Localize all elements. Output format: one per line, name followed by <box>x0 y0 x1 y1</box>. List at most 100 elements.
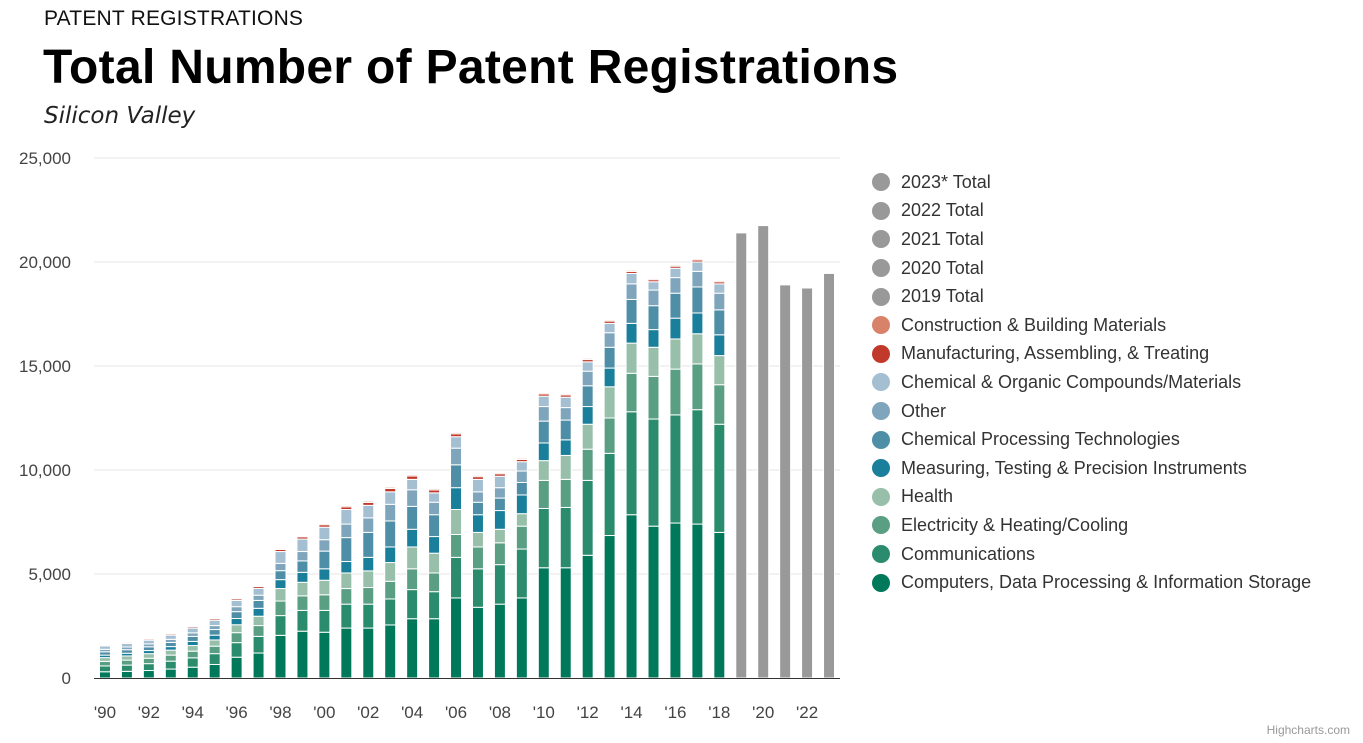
bar-segment[interactable] <box>603 452 616 537</box>
bar-segment[interactable] <box>142 657 155 665</box>
bar-segment[interactable] <box>823 272 836 679</box>
bar-segment[interactable] <box>779 284 792 679</box>
bar-segment[interactable] <box>515 481 528 496</box>
bar-segment[interactable] <box>384 562 397 582</box>
bar-segment[interactable] <box>428 492 441 503</box>
bar-segment[interactable] <box>230 599 243 608</box>
bar-segment[interactable] <box>493 510 506 530</box>
bar-segment[interactable] <box>428 488 441 491</box>
bar-segment[interactable] <box>691 258 704 261</box>
bar-segment[interactable] <box>537 479 550 509</box>
bar-segment[interactable] <box>164 660 177 670</box>
bar-segment[interactable] <box>252 594 265 601</box>
bar-segment[interactable] <box>208 663 221 679</box>
bar-segment[interactable] <box>537 567 550 679</box>
bar-segment[interactable] <box>669 338 682 370</box>
bar-segment[interactable] <box>471 501 484 516</box>
bar-segment[interactable] <box>208 617 221 620</box>
bar-segment[interactable] <box>471 491 484 503</box>
bar-segment[interactable] <box>537 420 550 444</box>
bar-segment[interactable] <box>186 632 199 637</box>
bar-segment[interactable] <box>450 464 463 489</box>
bar-segment[interactable] <box>164 646 177 651</box>
bar-segment[interactable] <box>559 567 572 679</box>
bar-segment[interactable] <box>713 280 726 283</box>
bar-segment[interactable] <box>559 396 572 409</box>
bar-segment[interactable] <box>362 500 375 503</box>
bar-segment[interactable] <box>450 487 463 511</box>
bar-segment[interactable] <box>603 417 616 454</box>
bar-segment[interactable] <box>230 656 243 679</box>
bar-segment[interactable] <box>318 631 331 679</box>
bar-segment[interactable] <box>120 649 133 654</box>
bar-segment[interactable] <box>230 632 243 644</box>
bar-segment[interactable] <box>625 269 638 272</box>
bar-segment[interactable] <box>406 546 419 570</box>
bar-segment[interactable] <box>669 414 682 524</box>
bar-segment[interactable] <box>581 448 594 481</box>
bar-segment[interactable] <box>296 535 309 538</box>
bar-segment[interactable] <box>471 606 484 679</box>
bar-segment[interactable] <box>120 655 133 661</box>
bar-segment[interactable] <box>340 509 353 525</box>
bar-segment[interactable] <box>252 599 265 609</box>
bar-segment[interactable] <box>340 523 353 539</box>
bar-segment[interactable] <box>120 664 133 672</box>
bar-segment[interactable] <box>318 523 331 526</box>
bar-segment[interactable] <box>691 333 704 365</box>
bar-segment[interactable] <box>493 528 506 544</box>
bar-segment[interactable] <box>274 588 287 602</box>
bar-segment[interactable] <box>274 562 287 572</box>
bar-segment[interactable] <box>713 423 726 533</box>
legend-item[interactable]: Other <box>872 397 1311 426</box>
bar-segment[interactable] <box>647 346 660 377</box>
bar-segment[interactable] <box>625 514 638 679</box>
bar-segment[interactable] <box>581 361 594 372</box>
bar-segment[interactable] <box>406 618 419 679</box>
legend-item[interactable]: Communications <box>872 540 1311 569</box>
bar-segment[interactable] <box>252 652 265 679</box>
bar-segment[interactable] <box>318 550 331 570</box>
bar-segment[interactable] <box>559 454 572 480</box>
bar-segment[interactable] <box>669 317 682 340</box>
bar-segment[interactable] <box>296 538 309 553</box>
bar-segment[interactable] <box>274 547 287 550</box>
bar-segment[interactable] <box>581 479 594 556</box>
bar-segment[interactable] <box>252 635 265 654</box>
bar-segment[interactable] <box>274 634 287 679</box>
bar-segment[interactable] <box>318 579 331 596</box>
bar-segment[interactable] <box>362 504 375 519</box>
bar-segment[interactable] <box>208 619 221 627</box>
legend-item[interactable]: Chemical & Organic Compounds/Materials <box>872 368 1311 397</box>
bar-segment[interactable] <box>384 580 397 600</box>
bar-segment[interactable] <box>647 289 660 307</box>
bar-segment[interactable] <box>186 625 199 628</box>
bar-segment[interactable] <box>713 309 726 336</box>
bar-segment[interactable] <box>208 639 221 647</box>
legend-item[interactable]: Computers, Data Processing & Information… <box>872 568 1311 597</box>
bar-segment[interactable] <box>230 606 243 613</box>
bar-segment[interactable] <box>120 641 133 643</box>
bar-segment[interactable] <box>647 281 660 291</box>
bar-segment[interactable] <box>713 334 726 357</box>
bar-segment[interactable] <box>428 536 441 554</box>
bar-segment[interactable] <box>362 587 375 605</box>
bar-segment[interactable] <box>559 439 572 456</box>
bar-segment[interactable] <box>340 572 353 590</box>
legend-item[interactable]: 2019 Total <box>872 282 1311 311</box>
bar-segment[interactable] <box>537 406 550 422</box>
legend-item[interactable]: 2020 Total <box>872 254 1311 283</box>
bar-segment[interactable] <box>493 475 506 489</box>
bar-segment[interactable] <box>406 589 419 620</box>
bar-segment[interactable] <box>296 571 309 583</box>
bar-segment[interactable] <box>208 645 221 655</box>
bar-segment[interactable] <box>164 668 177 679</box>
bar-segment[interactable] <box>252 615 265 627</box>
bar-segment[interactable] <box>471 568 484 608</box>
bar-segment[interactable] <box>581 385 594 408</box>
bar-segment[interactable] <box>362 531 375 558</box>
legend-item[interactable]: 2023* Total <box>872 168 1311 197</box>
bar-segment[interactable] <box>647 329 660 348</box>
bar-segment[interactable] <box>450 597 463 679</box>
bar-segment[interactable] <box>515 461 528 472</box>
